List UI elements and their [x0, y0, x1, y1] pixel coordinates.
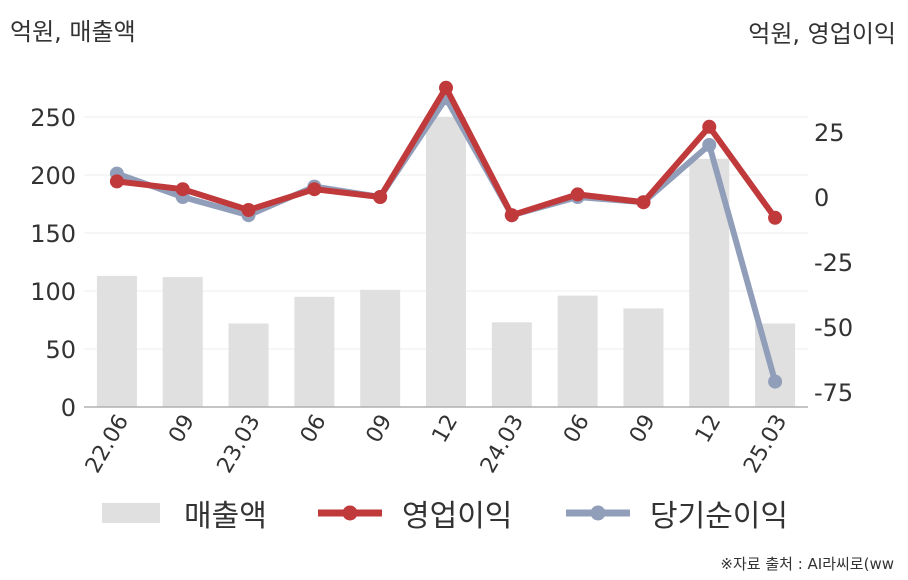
legend-item-revenue: 매출액 [102, 488, 267, 538]
point-operating-profit [109, 174, 124, 189]
point-operating-profit [175, 182, 190, 197]
right-axis-unit: 억원, 영업이익 [748, 20, 896, 48]
x-tick-label: 12 [428, 411, 464, 448]
point-net-profit [702, 138, 717, 152]
bar-revenue [426, 117, 466, 407]
point-operating-profit [570, 187, 585, 202]
point-operating-profit [307, 182, 322, 197]
bar-revenue [96, 275, 137, 407]
x-tick-label: 09 [625, 411, 661, 448]
point-operating-profit [702, 119, 717, 134]
y-tick-label-left: 50 [45, 336, 76, 364]
legend-label-net-profit: 당기순이익 [650, 499, 788, 534]
x-tick-label: 22.06 [81, 411, 134, 478]
point-operating-profit [636, 195, 651, 210]
legend: 매출액 영업이익 당기순이익 [0, 488, 908, 538]
y-tick-label-left: 250 [30, 104, 76, 132]
y-tick-label-right: 0 [814, 184, 829, 212]
point-operating-profit [504, 208, 519, 223]
bar-revenue [360, 289, 401, 407]
x-tick-label: 23.03 [213, 411, 266, 478]
x-tick-label: 25.03 [739, 411, 792, 478]
legend-label-revenue: 매출액 [184, 499, 267, 534]
legend-label-operating-profit: 영업이익 [402, 499, 513, 534]
y-tick-label-left: 0 [61, 394, 76, 422]
bar-revenue [228, 323, 269, 407]
legend-item-operating-profit: 영업이익 [318, 488, 512, 538]
y-tick-label-right: 25 [814, 119, 845, 147]
y-tick-label-right: -50 [814, 314, 853, 342]
bar-revenue [162, 277, 203, 407]
point-operating-profit [241, 203, 256, 217]
y-tick-label-left: 200 [30, 162, 76, 190]
y-tick-label-right: -25 [814, 249, 853, 277]
point-operating-profit [439, 80, 453, 95]
left-axis-unit: 억원, 매출액 [10, 18, 136, 46]
x-tick-label: 09 [362, 411, 398, 448]
x-tick-label: 24.03 [476, 411, 529, 478]
point-operating-profit [768, 210, 783, 225]
x-tick-label: 06 [559, 411, 595, 448]
x-tick-label: 12 [691, 411, 727, 448]
legend-item-net-profit: 당기순이익 [566, 488, 788, 538]
legend-swatch-line-red [318, 505, 382, 521]
y-tick-label-right: -75 [814, 379, 853, 407]
bar-revenue [557, 295, 598, 407]
point-net-profit [768, 374, 783, 389]
legend-swatch-bar [102, 503, 160, 523]
legend-swatch-line-blue [566, 505, 630, 521]
bar-revenue [491, 322, 532, 407]
y-tick-label-left: 100 [30, 278, 76, 306]
y-tick-label-left: 150 [30, 220, 76, 248]
x-tick-label: 06 [296, 411, 332, 448]
source-note: ※자료 출처 : AI라씨로(ww [720, 555, 894, 573]
point-operating-profit [373, 190, 388, 204]
x-tick-label: 09 [164, 411, 200, 448]
bar-revenue [623, 308, 664, 407]
bar-revenue [294, 296, 335, 407]
